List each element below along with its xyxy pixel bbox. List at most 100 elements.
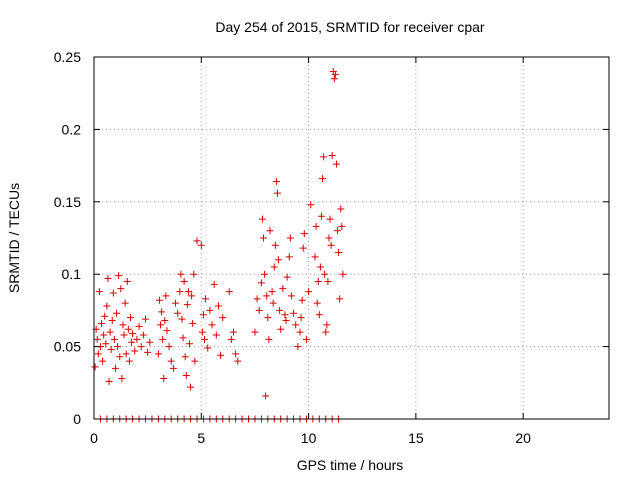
data-point [128,338,136,346]
data-point [165,343,173,351]
x-tick-label: 15 [408,430,424,446]
data-point [271,241,279,249]
y-axis-label: SRMTID / TECUs [6,183,22,293]
data-point [232,350,240,358]
data-point [210,280,218,288]
data-point [321,270,329,278]
x-tick-label: 0 [90,430,98,446]
data-point [125,357,133,365]
data-point [257,279,265,287]
data-point [120,331,128,339]
data-point [179,334,187,342]
data-point [124,325,132,333]
data-point [163,327,171,335]
data-point [169,364,177,372]
data-point [122,350,130,358]
data-point [305,288,313,296]
y-tick-label: 0.15 [54,194,81,210]
data-point [108,317,116,325]
data-point [334,227,342,235]
data-point [302,335,310,343]
data-point [198,328,206,336]
data-point [339,270,347,278]
data-point [283,273,291,281]
data-point [317,212,325,220]
data-point [262,392,270,400]
data-point [264,314,272,322]
data-point [121,299,129,307]
data-point [319,175,327,183]
data-point [251,328,259,336]
axis-ticks: 0 5 10 15 20 0 0.05 0.1 0.15 0.2 0.25 [54,49,609,446]
data-point [111,364,119,372]
data-point [273,189,281,197]
data-point [193,237,201,245]
data-point [202,295,210,303]
plot-frame [93,56,610,420]
data-point [129,330,137,338]
data-point [110,335,118,343]
data-point [208,321,216,329]
data-point [176,288,184,296]
data-point [157,321,165,329]
data-point [276,306,284,314]
data-point [184,288,192,296]
data-point [265,335,273,343]
data-point [325,234,333,242]
data-point [189,319,197,327]
data-point [107,345,115,353]
data-point [214,302,222,310]
data-point [142,315,149,323]
data-point [282,317,290,325]
gridlines [94,57,609,419]
data-point [154,350,162,358]
chart-title: Day 254 of 2015, SRMTID for receiver cpa… [215,19,485,35]
data-point [117,285,125,293]
data-point [158,308,166,316]
data-point [299,244,307,252]
data-point [197,241,205,249]
data-point [260,234,268,242]
y-tick-label: 0.2 [62,121,82,137]
data-point [332,160,340,168]
data-point [103,302,111,310]
data-point [312,222,320,230]
data-point [315,311,323,319]
data-point [331,70,339,78]
data-point [292,321,300,329]
data-point [335,248,343,256]
data-point [146,338,154,346]
data-point [159,335,167,343]
data-point [101,312,109,320]
data-point [277,325,285,333]
y-tick-label: 0.25 [54,49,81,65]
data-point [123,277,131,285]
data-point [172,299,180,307]
data-point [287,292,295,300]
data-point [300,230,308,238]
plot-area [91,67,347,423]
data-point [338,222,346,230]
data-point [206,306,214,314]
data-point [311,253,319,261]
data-point [272,178,280,186]
data-point [337,205,345,213]
data-point [161,317,169,325]
data-point [307,201,315,209]
data-point [155,296,163,304]
data-point [162,292,170,300]
data-point [114,343,122,351]
data-point [281,311,289,319]
data-point [328,151,336,159]
data-point [98,319,106,327]
data-point [100,331,108,339]
data-point [212,331,220,339]
data-point [119,321,127,329]
data-point [217,351,225,359]
data-point [286,234,294,242]
data-point [91,363,99,371]
data-point [139,331,147,339]
data-point [131,347,139,355]
data-point [336,295,344,303]
